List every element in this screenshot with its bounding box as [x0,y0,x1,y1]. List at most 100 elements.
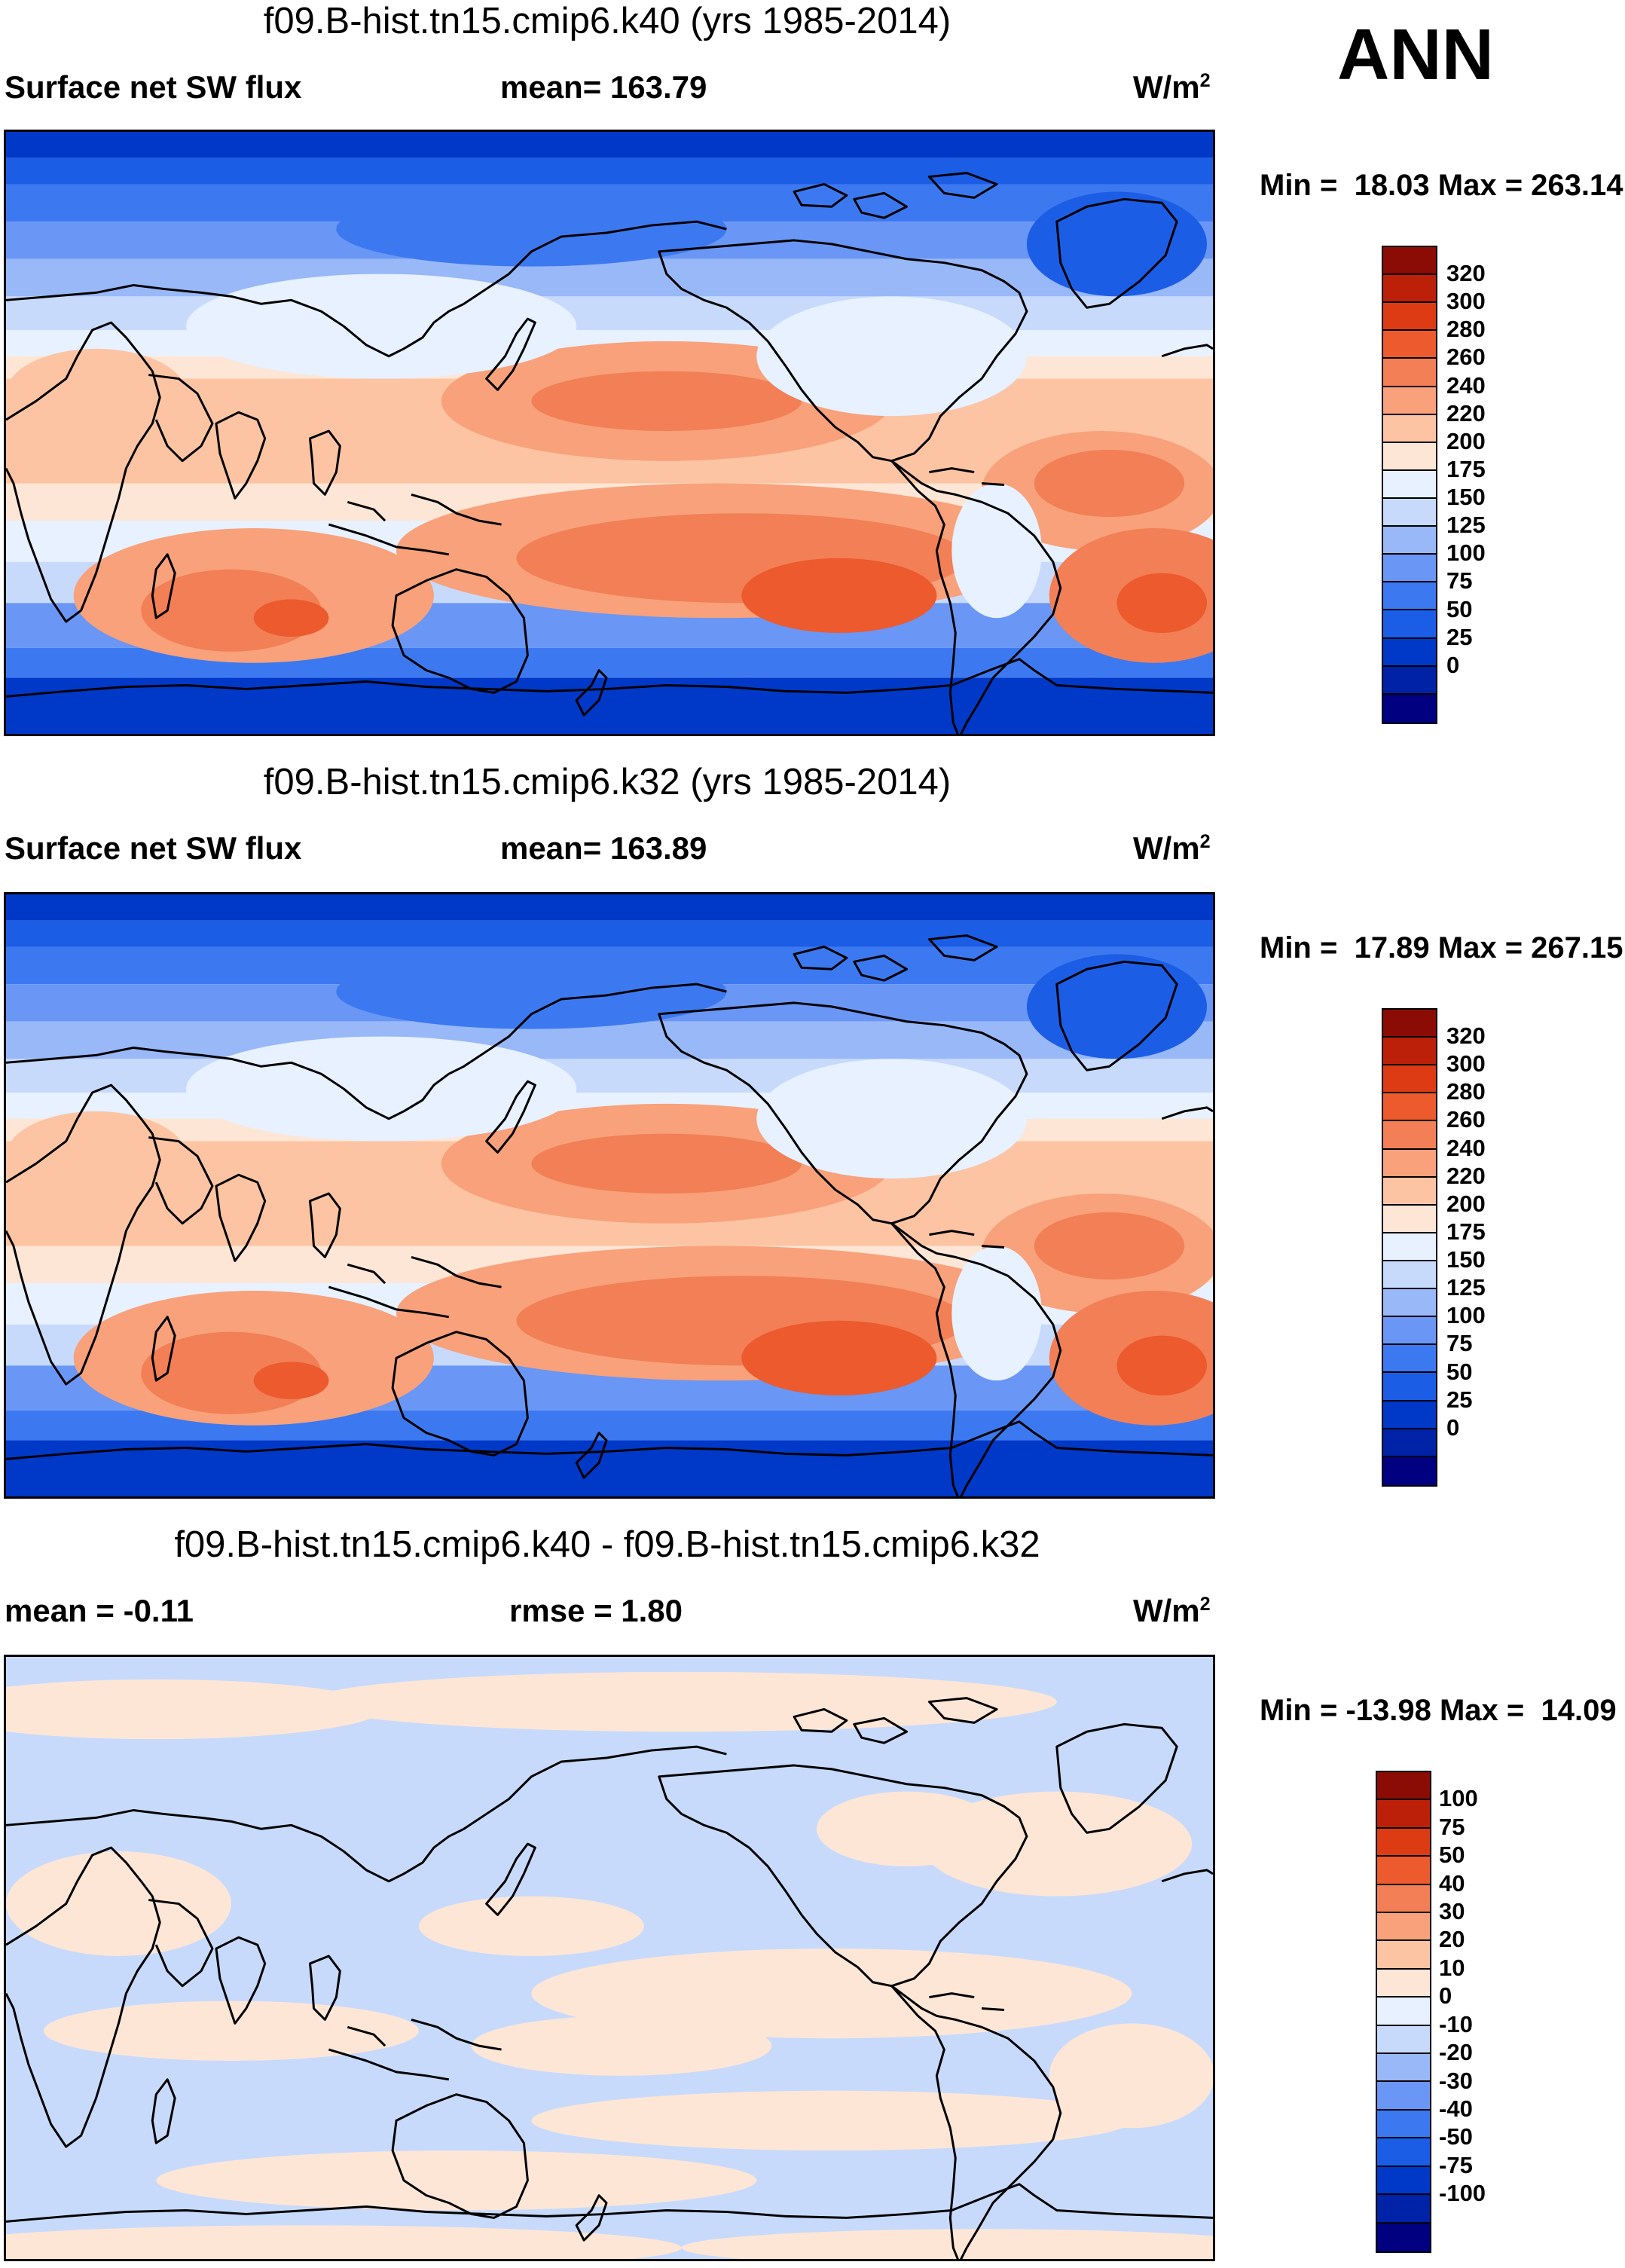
panel-2-units: W/m2 [1133,830,1211,867]
colorbar-swatch [1383,555,1436,583]
contour-blob [253,1362,329,1399]
coastline-segment [6,658,1213,698]
coastline-segment [151,2078,176,2144]
coastline-segment [6,321,161,623]
colorbar-swatch [1383,1317,1436,1346]
colorbar-tick-label: 25 [1446,623,1473,650]
contour-blob [336,191,727,267]
colorbar-swatch [1383,527,1436,555]
panel-3-minmax: Min = -13.98 Max = 14.09 [1260,1694,1617,1727]
contour-blob [6,1851,231,1957]
coastline-segment [148,1136,214,1225]
coastline-segment [1055,1722,1178,1834]
coastline-segment [793,1697,998,1744]
colorbar-tick-label: 125 [1446,512,1486,539]
panel-2-units-base: W/m [1133,830,1200,866]
panel-3-map-svg [6,1657,1213,2259]
colorbar-tick-label: 0 [1446,1414,1460,1441]
coastline-segment [6,220,727,358]
colorbar-tick-label: 50 [1446,1358,1473,1385]
colorbar-tick-label: 75 [1439,1813,1465,1840]
panel-3-rmse: rmse = 1.80 [509,1593,683,1628]
colorbar-swatch [1383,303,1436,332]
colorbar-tick-label: 260 [1446,1106,1486,1133]
colorbar-swatch [1377,2025,1430,2055]
colorbar-swatch [1383,247,1436,276]
coastline-segment [658,1001,1028,1225]
coastline-segment [485,1080,536,1154]
colorbar-tick-label: 100 [1439,1785,1478,1812]
colorbar-swatch [1377,1772,1430,1801]
contour-blob [531,371,802,432]
coastline-segment [929,1230,1005,1249]
coastlines [6,172,1213,734]
contour-blob [741,558,937,634]
panel-3-units-base: W/m [1133,1593,1200,1628]
season-label: ANN [1337,14,1494,95]
coastline-segment [215,411,267,500]
colorbar-tick-label: 20 [1439,1926,1465,1953]
panel-1-variable: Surface net SW flux [5,69,302,105]
contour-blob [1026,954,1208,1059]
contour-band [6,258,1213,297]
panel-1-mean: mean= 163.79 [500,69,707,105]
colorbar-tick-label: 200 [1446,427,1486,454]
panel-2-colorbar [1382,1008,1437,1487]
coastline-segment [929,467,1005,486]
colorbar-tick-label: 100 [1446,1302,1486,1329]
colorbar-swatch [1377,1857,1430,1885]
colorbar-tick-label: 280 [1446,1078,1486,1105]
contour-blob [531,1949,1132,2039]
coastlines [6,934,1213,1496]
coastline-segment [793,934,998,982]
colorbar-tick-label: 320 [1446,1022,1486,1050]
colorbar-swatch [1383,638,1436,667]
colorbar-tick-label: 100 [1446,539,1486,567]
panel-1-map-svg [6,132,1213,734]
colorbar-swatch [1383,470,1436,499]
colorbar-swatch [1383,1065,1436,1094]
coastline-segment [6,1846,161,2148]
diff-field [6,1657,1213,2259]
colorbar-tick-label: 40 [1439,1869,1465,1897]
contour-blob [951,483,1042,619]
colorbar-tick-label: 260 [1446,344,1486,371]
colorbar-swatch [1377,1997,1430,2026]
panel-1-units: W/m2 [1133,69,1211,105]
colorbar-swatch [1383,387,1436,415]
colorbar-tick-label: 10 [1439,1954,1465,1981]
contour-blob [531,2090,1132,2151]
contour-blob [756,296,1027,417]
colorbar-tick-label: 200 [1446,1190,1486,1217]
colorbar-swatch [1383,1373,1436,1401]
colorbar-swatch [1377,1884,1430,1914]
coastline-segment [308,1955,341,2021]
contour-blob [951,1246,1042,1381]
panel-2-units-exp: 2 [1199,831,1211,852]
colorbar-tick-label: -10 [1439,2010,1473,2037]
colorbar-swatch [1383,1093,1436,1122]
flux-field [6,894,1213,1496]
panel-1-units-exp: 2 [1199,70,1211,91]
coastline-segment [6,983,727,1120]
coastline-segment [328,493,502,556]
colorbar-tick-label: 75 [1446,567,1473,595]
colorbar-swatch [1383,582,1436,611]
contour-blob [6,1679,382,1740]
coastline-segment [6,1745,727,1883]
contour-blob [253,599,329,637]
coastline-segment [658,239,1028,463]
coastline-segment [890,1985,1062,2259]
coastline-segment [328,1255,502,1319]
colorbar-swatch [1383,1401,1436,1429]
coastline-segment [148,1899,214,1988]
colorbar-tick-label: -40 [1439,2095,1473,2122]
contour-blob [6,2225,682,2259]
coastline-segment [215,1173,267,1262]
panel-1-colorbar-labels: 320 300 280 260 240 220 200 175 150 125 100 75 50 25 0 [1446,246,1544,724]
colorbar-swatch [1377,2138,1430,2167]
contour-blob [156,2150,757,2211]
coastline-segment [6,1084,161,1386]
colorbar-tick-label: 220 [1446,1162,1486,1189]
colorbar-swatch [1383,1038,1436,1066]
